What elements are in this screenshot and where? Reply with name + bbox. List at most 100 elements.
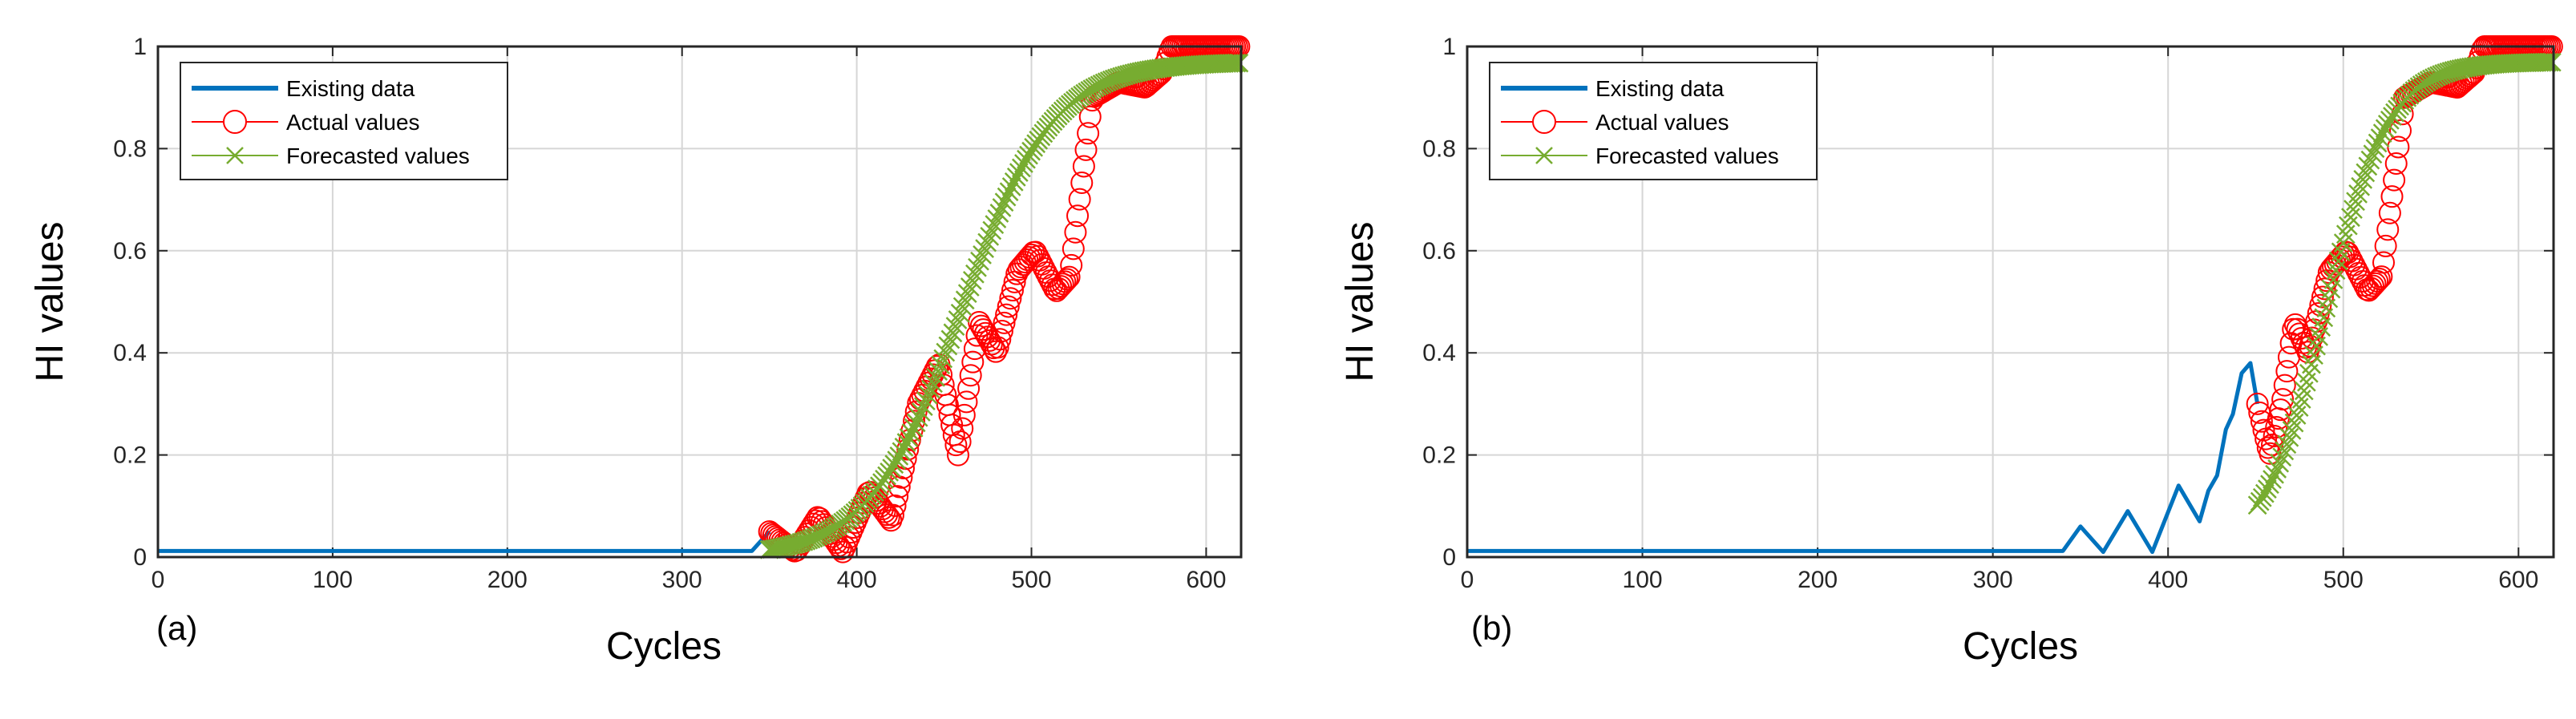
x-tick-label: 100 — [313, 567, 353, 593]
actual-marker — [957, 377, 981, 400]
forecast-marker — [2368, 133, 2388, 153]
actual-marker — [985, 340, 1008, 363]
forecast-marker — [884, 454, 904, 475]
y-axis-label: HI values — [29, 221, 71, 382]
forecast-marker — [887, 450, 907, 470]
forecast-marker — [799, 530, 819, 550]
actual-marker — [2368, 267, 2391, 290]
x-tick-label: 600 — [1186, 567, 1226, 593]
actual-marker — [961, 350, 985, 374]
actual-marker — [997, 295, 1020, 318]
forecast-marker — [2279, 427, 2299, 447]
x-tick-label: 300 — [1973, 567, 2013, 593]
actual-marker — [886, 485, 909, 508]
forecast-marker — [2255, 483, 2275, 503]
actual-marker — [2330, 245, 2353, 269]
x-tick-label: 0 — [152, 567, 165, 593]
legend-label: Forecasted values — [286, 143, 470, 168]
actual-marker — [1072, 155, 1095, 178]
forecast-marker — [2277, 434, 2297, 454]
forecast-marker — [975, 239, 995, 259]
forecast-marker — [1004, 172, 1024, 192]
actual-marker — [959, 364, 982, 387]
forecast-marker — [980, 227, 1000, 246]
forecast-marker — [1001, 177, 1021, 196]
y-tick-label: 0.6 — [1422, 238, 1456, 265]
forecast-marker — [2542, 52, 2562, 72]
actual-marker — [2250, 410, 2273, 433]
forecast-marker — [2365, 139, 2385, 159]
actual-marker — [876, 503, 899, 527]
chart-panel-a: 0 100 200 300 400 500 600 0 0.2 0.4 0.6 0.8 1 Existin… — [29, 34, 1251, 668]
forecast-marker — [908, 407, 928, 427]
actual-marker — [2311, 285, 2334, 309]
legend: Existing data Actual values Forecasted val… — [1489, 62, 1818, 180]
forecast-marker — [2532, 52, 2552, 72]
x-tick-label: 400 — [837, 567, 877, 593]
forecast-marker — [2260, 475, 2279, 495]
forecast-marker — [919, 386, 938, 405]
forecast-marker — [950, 303, 970, 323]
forecast-marker — [926, 367, 945, 387]
forecast-marker — [924, 374, 943, 394]
actual-marker — [2265, 416, 2288, 439]
actual-marker — [2327, 248, 2351, 271]
actual-marker — [2376, 218, 2400, 241]
forecast-marker — [2346, 192, 2365, 212]
actual-marker — [2273, 374, 2296, 397]
forecast-marker — [1229, 53, 1249, 73]
y-tick-label: 1 — [133, 34, 147, 60]
forecast-marker — [801, 529, 821, 549]
forecast-marker — [940, 329, 960, 349]
forecast-marker — [936, 342, 956, 362]
forecast-marker — [2275, 441, 2295, 461]
forecast-marker — [889, 446, 909, 466]
x-tick-label: 100 — [1623, 567, 1663, 593]
forecast-marker — [904, 418, 924, 438]
y-tick-label: 0 — [133, 544, 147, 571]
actual-marker — [2364, 272, 2387, 295]
forecast-marker — [948, 310, 968, 329]
forecast-marker — [794, 531, 814, 551]
actual-marker — [952, 403, 976, 426]
forecast-marker — [892, 442, 912, 462]
actual-marker — [877, 506, 900, 529]
actual-marker — [944, 434, 968, 457]
forecast-marker — [916, 391, 936, 411]
forecast-marker — [796, 531, 816, 551]
forecast-marker — [945, 317, 965, 337]
y-tick-label: 1 — [1442, 34, 1456, 60]
forecast-marker — [957, 284, 977, 304]
forecast-marker — [899, 428, 919, 448]
forecast-marker — [2370, 128, 2390, 148]
forecast-marker — [2534, 52, 2554, 72]
y-tick-label: 0 — [1442, 544, 1456, 571]
forecast-marker — [906, 413, 926, 433]
actual-marker — [881, 503, 904, 527]
actual-marker — [2380, 185, 2404, 208]
forecast-marker — [1099, 71, 1119, 91]
panel-label: (b) — [1471, 609, 1512, 647]
forecast-marker — [962, 270, 982, 290]
actual-marker — [1053, 270, 1077, 293]
forecast-marker — [2258, 479, 2277, 499]
actual-marker — [890, 466, 913, 489]
forecast-marker — [970, 251, 989, 271]
forecast-marker — [2429, 66, 2449, 86]
actual-marker — [829, 537, 852, 560]
forecast-marker — [1009, 163, 1029, 182]
legend-swatch-forecast-marker — [1535, 147, 1553, 164]
x-tick-label: 200 — [487, 567, 528, 593]
actual-marker — [1062, 237, 1085, 261]
y-tick-label: 0.2 — [113, 442, 147, 469]
chart-panel-b: 0 100 200 300 400 500 600 0 0.2 0.4 0.6 0.8 1 Existin… — [1339, 34, 2563, 668]
actual-marker — [2378, 201, 2401, 224]
actual-marker — [2383, 168, 2406, 192]
x-tick-label: 300 — [662, 567, 702, 593]
forecast-marker — [2252, 487, 2272, 507]
actual-marker — [2300, 326, 2323, 349]
forecast-marker — [2353, 170, 2373, 189]
y-tick-label: 0.8 — [1422, 135, 1456, 162]
actual-marker — [946, 443, 969, 467]
